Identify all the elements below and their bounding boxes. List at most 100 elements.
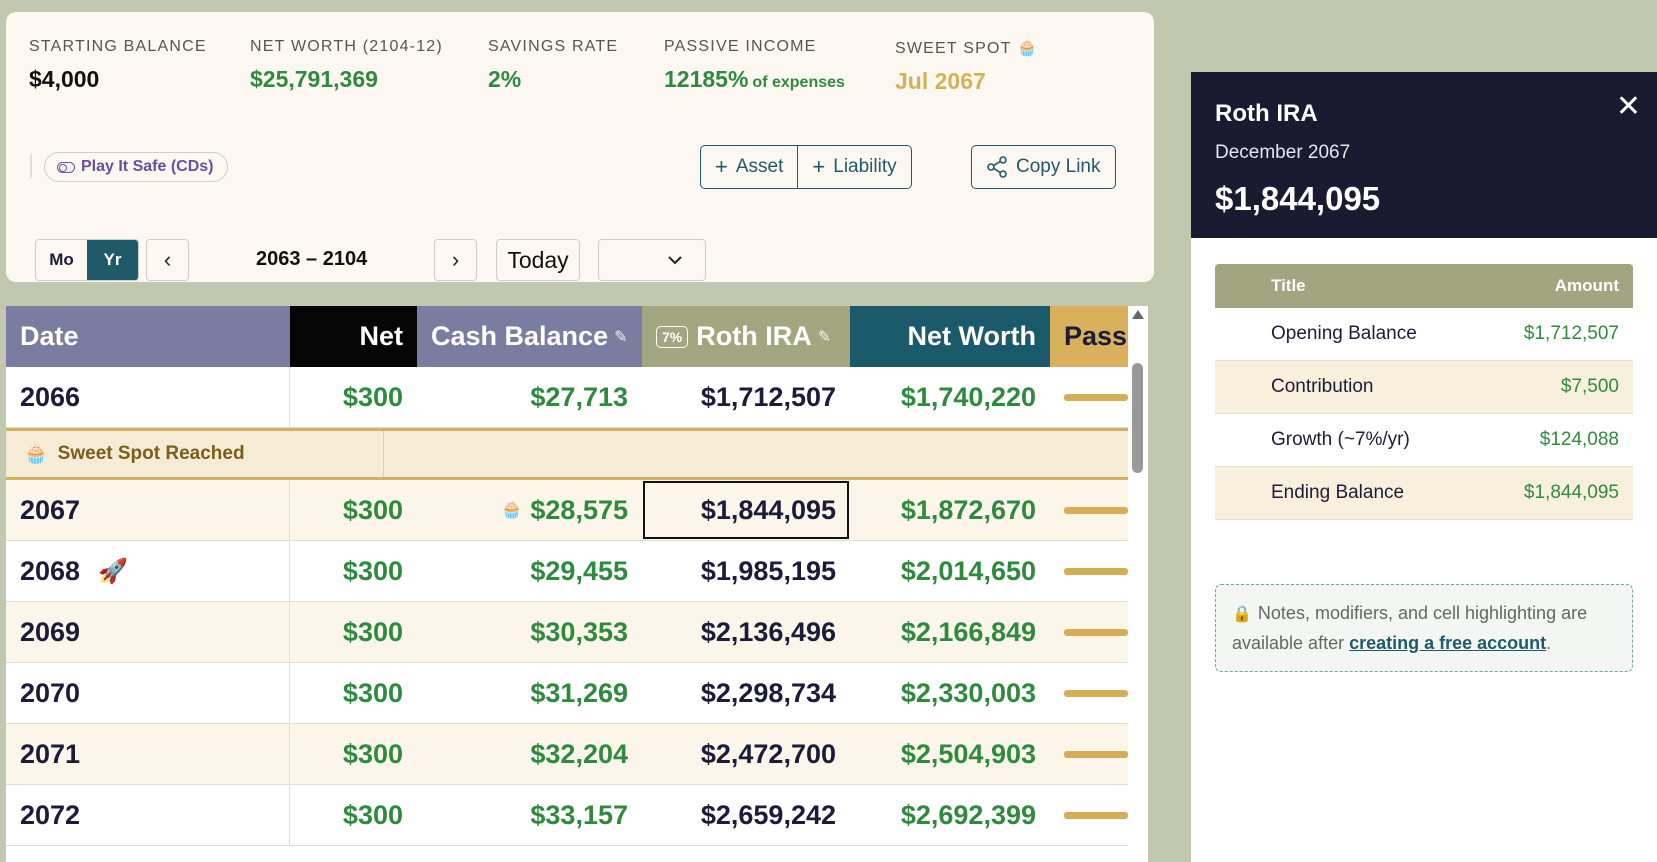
panel-title: Roth IRA <box>1215 100 1318 127</box>
ledger-title: Growth (~7%/yr) <box>1271 429 1410 450</box>
header-net[interactable]: Net <box>290 306 417 367</box>
stat-net-worth: NET WORTH (2104-12) $25,791,369 <box>250 38 443 93</box>
add-asset-label: Asset <box>735 156 784 177</box>
cell-cash[interactable]: $33,157 <box>530 799 628 830</box>
table-row[interactable]: 2068 🚀 $300 $29,455 $1,985,195 $2,014,650 <box>6 541 1128 602</box>
cell-passive[interactable] <box>1050 541 1128 601</box>
stat-sweet-spot: SWEET SPOT 🧁 Jul 2067 <box>895 38 1038 95</box>
stat-savings-rate: SAVINGS RATE 2% <box>488 38 618 93</box>
pencil-icon[interactable]: ✎ <box>614 328 628 346</box>
cell-net[interactable]: $300 <box>342 555 403 586</box>
today-button[interactable]: Today <box>496 239 580 281</box>
cell-date[interactable]: 2067 <box>6 480 290 540</box>
ledger-header: Title Amount <box>1215 264 1633 308</box>
next-range-button[interactable]: › <box>434 239 477 281</box>
cell-net[interactable]: $300 <box>342 381 403 412</box>
table-row[interactable]: 2069 $300 $30,353 $2,136,496 $2,166,849 <box>6 602 1128 663</box>
cell-roth-selected[interactable]: $1,844,095 <box>642 480 850 540</box>
cell-networth[interactable]: $2,014,650 <box>900 555 1036 586</box>
cell-cash[interactable]: $27,713 <box>530 381 628 412</box>
header-roth-ira[interactable]: 7% Roth IRA ✎ <box>642 306 850 367</box>
ledger-row: Contribution $7,500 <box>1215 361 1633 414</box>
cell-cash[interactable]: $31,269 <box>530 677 628 708</box>
ledger-row: Ending Balance $1,844,095 <box>1215 467 1633 520</box>
cell-passive[interactable] <box>1050 367 1128 427</box>
scroll-up-icon[interactable] <box>1132 310 1144 319</box>
cell-net[interactable]: $300 <box>342 616 403 647</box>
scroll-thumb[interactable] <box>1132 363 1143 473</box>
table-row[interactable]: 2072 $300 $33,157 $2,659,242 $2,692,399 <box>6 785 1128 846</box>
upgrade-notice: 🔒 Notes, modifiers, and cell highlighting… <box>1215 584 1633 672</box>
table-row[interactable]: 2070 $300 $31,269 $2,298,734 $2,330,003 <box>6 663 1128 724</box>
cell-date[interactable]: 2066 <box>6 367 290 427</box>
cell-roth[interactable]: $2,136,496 <box>700 616 836 647</box>
ledger-spacer <box>1215 520 1633 558</box>
cell-cash[interactable]: 🧁 $28,575 <box>417 480 642 540</box>
cell-net[interactable]: $300 <box>342 738 403 769</box>
cupcake-icon: 🧁 <box>1016 40 1039 57</box>
mode-year-button[interactable]: Yr <box>87 240 138 280</box>
cell-net[interactable]: $300 <box>342 494 403 525</box>
cell-date[interactable]: 2068 🚀 <box>6 541 290 601</box>
sweet-spot-label: 🧁 Sweet Spot Reached <box>6 431 384 477</box>
pencil-icon[interactable]: ✎ <box>817 328 832 346</box>
add-liability-button[interactable]: + Liability <box>798 145 912 189</box>
cell-passive[interactable] <box>1050 602 1128 662</box>
rate-badge[interactable]: 7% <box>656 325 689 348</box>
ledger-row: Growth (~7%/yr) $124,088 <box>1215 414 1633 467</box>
passive-bar <box>1064 811 1128 819</box>
cell-passive[interactable] <box>1050 724 1128 784</box>
prev-range-button[interactable]: ‹ <box>146 239 189 281</box>
cell-roth[interactable]: $1,712,507 <box>700 381 836 412</box>
header-cash-balance[interactable]: Cash Balance ✎ <box>417 306 642 367</box>
table-body: 2066 $300 $27,713 $1,712,507 $1,740,220 … <box>6 367 1128 846</box>
cell-networth[interactable]: $2,166,849 <box>900 616 1036 647</box>
table-row[interactable]: 2071 $300 $32,204 $2,472,700 $2,504,903 <box>6 724 1128 785</box>
table-scrollbar[interactable] <box>1128 306 1148 862</box>
ledger-amount: $7,500 <box>1560 376 1619 397</box>
cell-date[interactable]: 2071 <box>6 724 290 784</box>
cell-roth[interactable]: $2,659,242 <box>700 799 836 830</box>
cell-roth[interactable]: $2,298,734 <box>700 677 836 708</box>
cell-passive[interactable] <box>1050 663 1128 723</box>
chevron-down-icon <box>668 256 682 265</box>
range-select[interactable] <box>598 239 706 281</box>
cell-cash[interactable]: $32,204 <box>530 738 628 769</box>
cell-networth[interactable]: $2,692,399 <box>900 799 1036 830</box>
create-account-link[interactable]: creating a free account <box>1349 633 1547 653</box>
mode-month-button[interactable]: Mo <box>49 250 74 269</box>
cell-networth[interactable]: $1,740,220 <box>900 381 1036 412</box>
cell-date[interactable]: 2072 <box>6 785 290 845</box>
copy-link-button[interactable]: Copy Link <box>971 145 1116 189</box>
lock-icon: 🔒 <box>1232 606 1252 623</box>
panel-amount: $1,844,095 <box>1215 180 1381 217</box>
cell-date[interactable]: 2069 <box>6 602 290 662</box>
passive-bar <box>1064 393 1128 401</box>
cell-passive[interactable] <box>1050 480 1128 540</box>
header-net-worth[interactable]: Net Worth <box>850 306 1050 367</box>
cell-networth[interactable]: $1,872,670 <box>900 494 1036 525</box>
play-it-safe-toggle[interactable]: Play It Safe (CDs) <box>44 152 229 182</box>
cell-networth[interactable]: $2,330,003 <box>900 677 1036 708</box>
add-asset-button[interactable]: + Asset <box>700 145 799 189</box>
stat-value: 2% <box>488 66 522 92</box>
table-row[interactable]: 2067 $300 🧁 $28,575 $1,844,095 $1,872,670 <box>6 480 1128 541</box>
ledger-row: Opening Balance $1,712,507 <box>1215 308 1633 361</box>
header-passive[interactable]: Pass <box>1050 306 1128 367</box>
table-row[interactable]: 2066 $300 $27,713 $1,712,507 $1,740,220 <box>6 367 1128 428</box>
cell-net[interactable]: $300 <box>342 677 403 708</box>
cell-cash[interactable]: $29,455 <box>530 555 628 586</box>
cell-net[interactable]: $300 <box>342 799 403 830</box>
close-icon[interactable]: ✕ <box>1615 90 1641 123</box>
stat-label: NET WORTH (2104-12) <box>250 38 443 55</box>
cell-roth[interactable]: $2,472,700 <box>700 738 836 769</box>
header-date[interactable]: Date <box>6 306 290 367</box>
passive-value: 12185% <box>664 66 749 92</box>
cell-cash[interactable]: $30,353 <box>530 616 628 647</box>
cell-roth[interactable]: $1,985,195 <box>700 555 836 586</box>
cell-date[interactable]: 2070 <box>6 663 290 723</box>
cell-passive[interactable] <box>1050 785 1128 845</box>
sweet-spot-label: SWEET SPOT <box>895 40 1012 57</box>
cell-networth[interactable]: $2,504,903 <box>900 738 1036 769</box>
play-it-safe-label: Play It Safe (CDs) <box>81 158 214 175</box>
